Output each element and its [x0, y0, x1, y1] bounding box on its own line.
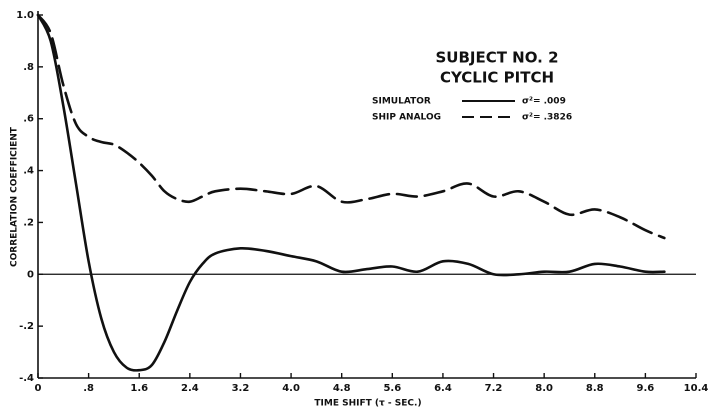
legend-label: SIMULATOR	[372, 97, 431, 107]
y-tick-label: .4	[23, 166, 34, 177]
chart-subtitle: CYCLIC PITCH	[440, 69, 554, 87]
y-tick-label: .2	[23, 217, 34, 228]
y-tick-label: -.4	[19, 373, 34, 384]
chart-title: SUBJECT NO. 2	[435, 49, 558, 67]
x-tick-label: 2.4	[181, 383, 199, 394]
y-tick-label: 0	[27, 269, 34, 280]
legend-annotation: σ²= .009	[522, 97, 566, 107]
y-axis-label: CORRELATION COEFFICIENT	[10, 126, 20, 267]
x-tick-label: 0	[35, 383, 42, 394]
x-tick-label: .8	[83, 383, 94, 394]
legend-annotation: σ²= .3826	[522, 113, 572, 123]
y-tick-label: -.2	[19, 321, 34, 332]
x-tick-label: 6.4	[434, 383, 452, 394]
x-tick-label: 8.8	[586, 383, 604, 394]
series-line	[36, 13, 666, 240]
x-tick-label: 5.6	[383, 383, 401, 394]
x-tick-label: 1.6	[130, 383, 148, 394]
series-line	[36, 13, 666, 372]
x-axis-label: TIME SHIFT (τ - SEC.)	[314, 399, 421, 409]
x-tick-label: 4.8	[333, 383, 351, 394]
x-tick-label: 10.4	[684, 383, 709, 394]
x-tick-label: 7.2	[485, 383, 503, 394]
y-tick-label: .8	[23, 62, 34, 73]
y-tick-label: 1.0	[16, 10, 34, 21]
x-tick-label: 8.0	[535, 383, 553, 394]
x-tick-label: 3.2	[232, 383, 250, 394]
y-tick-label: .6	[23, 114, 34, 125]
legend-label: SHIP ANALOG	[372, 113, 441, 123]
x-tick-label: 4.0	[282, 383, 300, 394]
x-tick-label: 9.6	[637, 383, 655, 394]
